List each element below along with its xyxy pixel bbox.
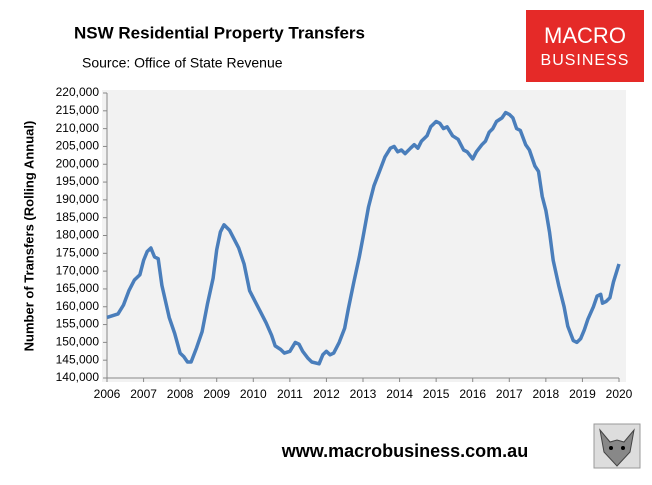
wolf-icon <box>593 423 641 469</box>
y-tick-label: 150,000 <box>56 335 100 349</box>
x-tick-label: 2019 <box>569 387 596 401</box>
x-tick-label: 2006 <box>94 387 121 401</box>
x-tick-label: 2014 <box>386 387 413 401</box>
footer-url: www.macrobusiness.com.au <box>281 441 528 461</box>
y-tick-label: 165,000 <box>56 281 100 295</box>
logo-text: BUSINESS <box>541 52 630 69</box>
y-tick-label: 205,000 <box>56 139 100 153</box>
chart-title: NSW Residential Property Transfers <box>74 23 365 42</box>
x-tick-label: 2013 <box>350 387 377 401</box>
x-tick-label: 2016 <box>459 387 486 401</box>
x-tick-label: 2012 <box>313 387 340 401</box>
chart-subtitle: Source: Office of State Revenue <box>82 55 283 71</box>
logo-text: MACRO <box>544 23 626 48</box>
y-tick-label: 140,000 <box>56 370 100 384</box>
y-tick-label: 220,000 <box>56 85 100 99</box>
x-tick-label: 2011 <box>277 387 303 401</box>
y-tick-label: 215,000 <box>56 103 100 117</box>
y-tick-label: 185,000 <box>56 210 100 224</box>
x-tick-label: 2010 <box>240 387 267 401</box>
x-tick-label: 2017 <box>496 387 523 401</box>
y-tick-label: 180,000 <box>56 228 100 242</box>
y-tick-label: 175,000 <box>56 245 100 259</box>
data-line <box>106 110 621 366</box>
x-tick-label: 2009 <box>203 387 230 401</box>
y-tick-label: 210,000 <box>56 121 100 135</box>
y-tick-label: 160,000 <box>56 299 100 313</box>
y-tick-label: 195,000 <box>56 174 100 188</box>
y-tick-label: 200,000 <box>56 156 100 170</box>
y-axis-label: Number of Transfers (Rolling Annual) <box>21 121 36 352</box>
y-tick-label: 145,000 <box>56 352 100 366</box>
y-tick-label: 170,000 <box>56 263 100 277</box>
y-tick-label: 190,000 <box>56 192 100 206</box>
x-tick-label: 2015 <box>423 387 450 401</box>
x-tick-label: 2020 <box>606 387 633 401</box>
x-tick-label: 2008 <box>167 387 194 401</box>
x-tick-label: 2007 <box>130 387 157 401</box>
x-tick-label: 2018 <box>533 387 560 401</box>
y-tick-label: 155,000 <box>56 317 100 331</box>
logo-box <box>526 10 644 82</box>
